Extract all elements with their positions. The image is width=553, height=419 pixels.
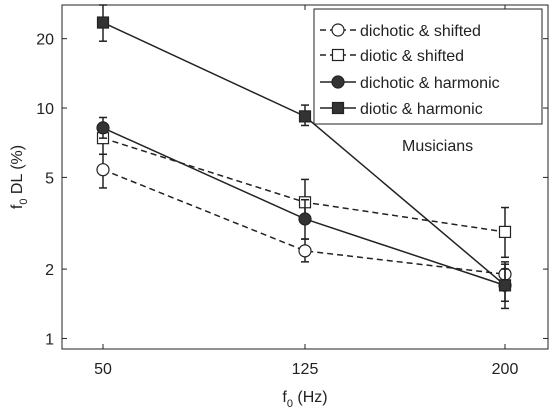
legend-marker: [331, 23, 345, 37]
data-point: [298, 212, 312, 226]
legend-marker: [331, 75, 345, 89]
legend-marker: [331, 101, 345, 115]
x-tick-label: 125: [292, 361, 319, 378]
y-tick-label: 1: [45, 331, 54, 348]
y-tick-label: 2: [45, 262, 54, 279]
x-tick-label: 200: [492, 361, 519, 378]
legend-label: dichotic & shifted: [360, 23, 481, 40]
y-axis-label: f0 DL (%): [9, 145, 30, 209]
y-tick-label: 10: [36, 101, 54, 118]
legend: dichotic & shifted diotic & shifted dichot…: [313, 8, 543, 125]
legend-label: dichotic & harmonic: [360, 75, 500, 92]
legend-marker: [331, 48, 345, 62]
legend-box: [313, 8, 543, 125]
series-line: [102, 169, 506, 275]
annotation-musicians: Musicians: [402, 138, 473, 155]
series-group: [96, 4, 512, 310]
series-3: [96, 4, 512, 303]
data-point: [298, 244, 312, 258]
data-point: [96, 163, 110, 177]
data-point: [298, 110, 312, 123]
y-tick-label: 5: [45, 170, 54, 187]
data-point: [96, 16, 110, 29]
legend-label: diotic & harmonic: [360, 101, 483, 118]
data-point: [96, 121, 110, 135]
legend-label: diotic & shifted: [360, 48, 464, 65]
data-point: [498, 225, 512, 239]
data-point: [498, 279, 512, 292]
x-tick-label: 50: [94, 361, 112, 378]
x-axis-label: f0 (Hz): [282, 389, 327, 410]
y-tick-label: 20: [36, 32, 54, 49]
